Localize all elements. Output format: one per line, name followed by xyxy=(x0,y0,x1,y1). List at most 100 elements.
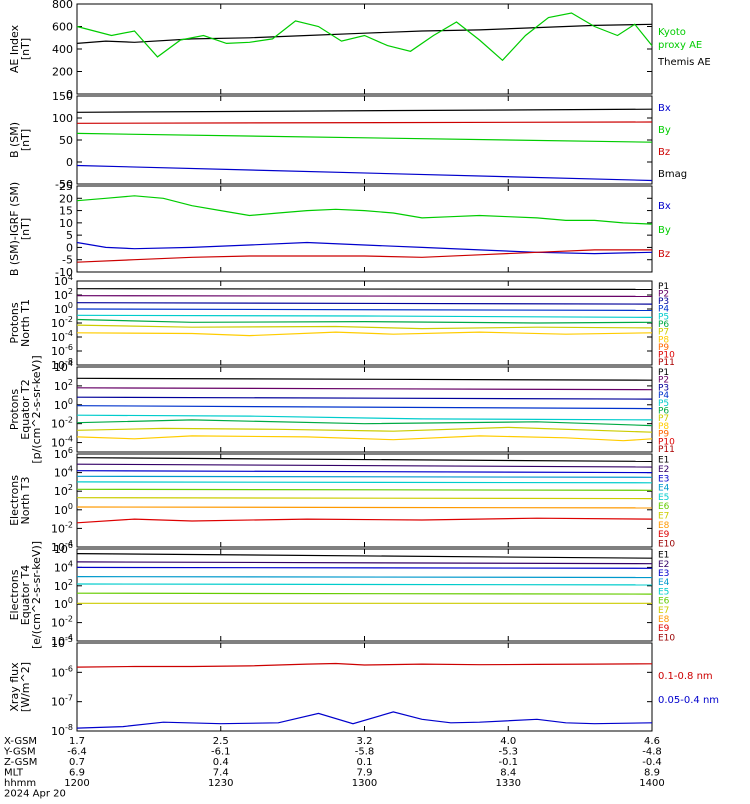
series-line xyxy=(76,435,653,442)
y-axis-label: Xray flux xyxy=(8,662,21,712)
legend-entry: P9 xyxy=(658,430,669,440)
y-axis-label: [W/m^2] xyxy=(19,662,32,712)
footer-value: 0.4 xyxy=(213,757,229,768)
legend-entry: P1 xyxy=(658,282,669,292)
footer-value: 6.9 xyxy=(69,768,85,779)
y-tick-label: 102 xyxy=(54,378,73,393)
legend-entry: P8 xyxy=(658,422,669,432)
y-tick-label: 800 xyxy=(52,0,73,11)
y-tick-label: 5 xyxy=(66,229,73,242)
legend-entry: 0.1-0.8 nm xyxy=(658,671,713,682)
footer-value: 3.2 xyxy=(357,736,373,747)
series-line xyxy=(76,308,653,311)
footer-value: 1300 xyxy=(352,778,377,789)
y-axis-label: [nT] xyxy=(19,218,32,240)
footer-value: -4.8 xyxy=(642,747,662,758)
legend-entry: E9 xyxy=(658,624,670,634)
legend-entry: P4 xyxy=(658,391,669,401)
series-line xyxy=(76,23,653,44)
series-line xyxy=(76,324,653,330)
y-tick-label: 104 xyxy=(54,465,73,480)
series-line xyxy=(76,331,653,337)
legend-entry: P3 xyxy=(658,297,669,307)
series-line xyxy=(76,575,653,579)
y-axis-label: Electrons xyxy=(8,475,21,526)
y-tick-label: 10-4 xyxy=(51,633,73,648)
y-axis-label: Protons xyxy=(8,389,21,430)
series-line xyxy=(76,195,653,225)
footer-row-label: 2024 Apr 20 xyxy=(4,789,66,800)
y-tick-label: 10-2 xyxy=(51,416,73,431)
footer-value: 0.1 xyxy=(357,757,373,768)
legend-entry: E1 xyxy=(658,551,669,561)
y-axis-label: B (SM) xyxy=(8,122,21,158)
series-line xyxy=(76,426,653,433)
series-line xyxy=(76,497,653,500)
y-tick-label: 50 xyxy=(59,134,73,147)
y-tick-label: 10-2 xyxy=(51,315,73,330)
y-tick-label: 100 xyxy=(54,502,73,517)
legend-entry: P2 xyxy=(658,289,669,299)
series-line xyxy=(76,387,653,391)
legend-entry: E8 xyxy=(658,521,670,531)
legend-entry: By xyxy=(658,125,671,136)
y-axis-label: Equator T2 xyxy=(19,379,32,439)
legend-entry: P10 xyxy=(658,437,675,447)
legend-entry: Bmag xyxy=(658,169,687,180)
footer-value: -0.4 xyxy=(642,757,662,768)
y-tick-label: 10-6 xyxy=(51,664,73,679)
y-tick-label: 150 xyxy=(52,90,73,103)
y-tick-label: -10 xyxy=(55,266,73,279)
y-tick-label: 10-4 xyxy=(51,539,73,554)
legend-entry: P2 xyxy=(658,376,669,386)
y-tick-label: 0 xyxy=(66,88,73,101)
legend-entry: P10 xyxy=(658,351,675,361)
series-line xyxy=(76,662,653,668)
footer-value: 4.6 xyxy=(644,736,660,747)
y-axis-label: North T1 xyxy=(19,299,32,347)
panel-frame xyxy=(76,642,653,732)
series-line xyxy=(76,414,653,421)
y-axis-label: [p/(cm^2-s-sr-keV)] xyxy=(30,355,43,463)
y-axis-label: Equator T4 xyxy=(19,565,32,625)
legend-entry: E8 xyxy=(658,615,670,625)
y-tick-label: 0 xyxy=(66,156,73,169)
footer-value: 0.7 xyxy=(69,757,85,768)
legend-entry: E1 xyxy=(658,456,669,466)
series-line xyxy=(76,288,653,290)
series-line xyxy=(76,164,653,182)
legend-entry: By xyxy=(658,225,671,236)
footer-row-label: Y-GSM xyxy=(3,747,36,758)
legend-entry: E7 xyxy=(658,606,669,616)
y-tick-label: 100 xyxy=(52,112,73,125)
y-axis-label: [nT] xyxy=(19,38,32,60)
series-line xyxy=(76,470,653,474)
y-tick-label: 100 xyxy=(54,397,73,412)
series-line xyxy=(76,405,653,410)
series-line xyxy=(76,583,653,586)
footer-value: -0.1 xyxy=(498,757,518,768)
legend-entry: E3 xyxy=(658,474,669,484)
footer-value: 1.7 xyxy=(69,736,85,747)
panel-frame xyxy=(76,453,653,548)
series-line xyxy=(76,121,653,124)
legend-entry: E3 xyxy=(658,569,669,579)
series-line xyxy=(76,711,653,729)
footer-value: 8.9 xyxy=(644,768,660,779)
footer-value: -5.8 xyxy=(355,747,375,758)
legend-entry: P5 xyxy=(658,399,669,409)
y-tick-label: 20 xyxy=(59,192,73,205)
legend-entry: P7 xyxy=(658,328,669,338)
footer-row-label: hhmm xyxy=(4,778,36,789)
series-line xyxy=(76,457,653,462)
y-tick-label: 100 xyxy=(54,301,73,316)
footer-value: -5.3 xyxy=(498,747,518,758)
legend-entry: E2 xyxy=(658,560,669,570)
legend-entry: E10 xyxy=(658,633,675,643)
series-line xyxy=(76,481,653,484)
legend-entry: P9 xyxy=(658,343,669,353)
y-tick-label: 25 xyxy=(59,180,73,193)
y-tick-label: 10-2 xyxy=(51,520,73,535)
y-tick-label: 15 xyxy=(59,205,73,218)
